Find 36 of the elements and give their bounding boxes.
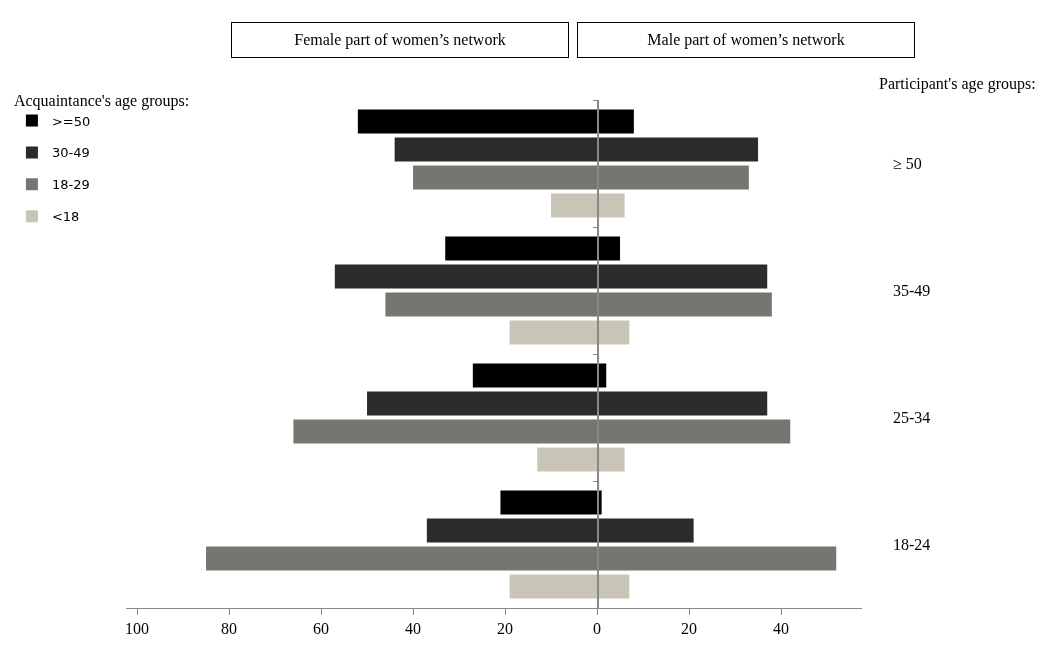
legend-label: 30-49 — [51, 145, 90, 161]
text: Female part of women’s network — [294, 31, 506, 49]
bar — [500, 490, 602, 515]
bar — [426, 518, 694, 543]
bar — [367, 391, 768, 416]
x-tick-label: 20 — [497, 620, 514, 638]
bar — [357, 109, 634, 134]
y-tick-label: ≥ 50 — [893, 155, 922, 173]
y-tick-label: 18-24 — [893, 536, 931, 554]
x-tick-label: 80 — [221, 620, 238, 638]
bar — [537, 447, 625, 472]
bar — [413, 165, 749, 190]
x-tick-label: 40 — [773, 620, 790, 638]
bar — [293, 419, 791, 444]
bar — [445, 236, 621, 261]
bar — [472, 363, 607, 388]
bar — [206, 546, 837, 571]
bar — [509, 574, 630, 599]
legend-label: >=50 — [51, 113, 91, 129]
x-tick-label: 40 — [405, 620, 422, 638]
bar — [551, 193, 625, 218]
y-tick-label: 35-49 — [893, 282, 931, 300]
bar — [385, 292, 772, 317]
y-tick-label: 25-34 — [893, 409, 931, 427]
bar — [334, 264, 768, 289]
x-tick-label: 20 — [681, 620, 698, 638]
legend-title: Acquaintance's age groups: — [13, 91, 190, 110]
bar — [394, 137, 759, 162]
x-tick-label: 0 — [593, 620, 602, 638]
bar — [509, 320, 630, 345]
legend-label: <18 — [51, 209, 80, 225]
text: Male part of women’s network — [647, 31, 845, 49]
x-tick-label: 100 — [125, 620, 150, 638]
x-tick-label: 60 — [313, 620, 330, 638]
y-axis-title: Participant's age groups: — [879, 75, 1036, 93]
legend-label: 18-29 — [51, 177, 90, 193]
